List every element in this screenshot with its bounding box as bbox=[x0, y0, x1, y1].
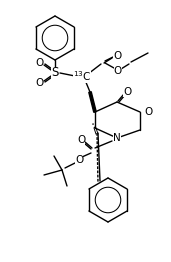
Text: S: S bbox=[51, 67, 59, 79]
Text: O: O bbox=[114, 66, 122, 76]
Text: N: N bbox=[113, 133, 121, 143]
Text: O: O bbox=[113, 51, 121, 61]
Text: O: O bbox=[123, 87, 131, 97]
Text: O: O bbox=[75, 155, 83, 165]
FancyArrow shape bbox=[89, 92, 96, 112]
Text: O: O bbox=[35, 78, 43, 88]
Text: O: O bbox=[144, 107, 152, 117]
Text: O: O bbox=[35, 58, 43, 68]
Text: $^{13}$C: $^{13}$C bbox=[73, 69, 91, 83]
Text: O: O bbox=[77, 135, 85, 145]
